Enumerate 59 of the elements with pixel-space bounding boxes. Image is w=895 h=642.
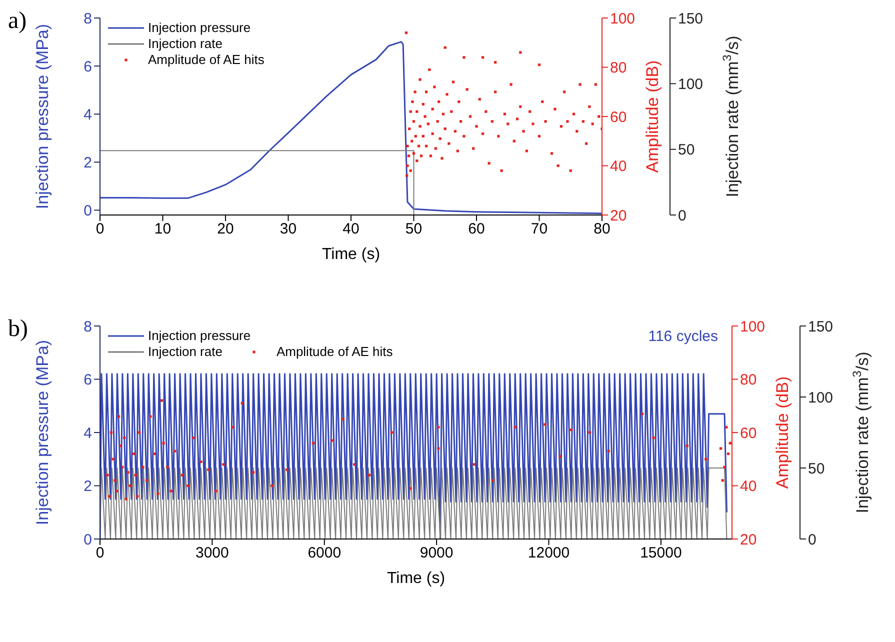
y3-tick-label: 50 bbox=[808, 460, 825, 478]
legend-label: Injection pressure bbox=[148, 20, 251, 36]
y3-tick-label: 150 bbox=[678, 10, 704, 28]
x-tick-label: 30 bbox=[280, 220, 297, 238]
x-tick-label: 15000 bbox=[640, 544, 682, 562]
y2-axis-title: Amplitude (dB) bbox=[643, 60, 662, 173]
x-tick-label: 3000 bbox=[196, 544, 229, 562]
x-tick-label: 9000 bbox=[420, 544, 454, 562]
y2-tick-label: 60 bbox=[740, 424, 757, 442]
text: b) bbox=[8, 316, 28, 343]
y-tick-label: 4 bbox=[84, 106, 92, 124]
y3-tick-label: 100 bbox=[678, 76, 704, 93]
y-tick-label: 4 bbox=[84, 424, 92, 442]
y3-tick-label: 150 bbox=[808, 318, 834, 336]
y2-tick-label: 20 bbox=[740, 531, 757, 548]
y2-tick-label: 80 bbox=[740, 372, 757, 389]
y-axis-title: Injection pressure (MPa) bbox=[33, 340, 52, 526]
x-tick-label: 10 bbox=[154, 220, 172, 238]
y-tick-label: 8 bbox=[84, 318, 92, 336]
legend-label: Injection rate bbox=[148, 344, 222, 360]
x-tick-label: 60 bbox=[468, 220, 485, 238]
legend-label: Injection pressure bbox=[148, 328, 251, 344]
line-series bbox=[100, 373, 728, 539]
y3-tick-label: 0 bbox=[808, 531, 816, 548]
x-tick-label: 12000 bbox=[528, 544, 570, 562]
y-axis-title: Injection pressure (MPa) bbox=[33, 24, 52, 210]
legend-label: Injection rate bbox=[148, 36, 222, 52]
y-tick-label: 0 bbox=[84, 202, 92, 220]
y3-tick-label: 50 bbox=[678, 142, 695, 159]
y-tick-label: 8 bbox=[84, 10, 92, 28]
y3-tick-label: 0 bbox=[678, 207, 686, 224]
y2-tick-label: 100 bbox=[740, 318, 766, 336]
y-tick-label: 6 bbox=[84, 58, 92, 76]
y2-tick-label: 40 bbox=[610, 158, 627, 176]
y-tick-label: 0 bbox=[84, 531, 92, 548]
x-tick-label: 80 bbox=[594, 220, 610, 238]
y2-tick-label: 40 bbox=[740, 478, 757, 496]
y-tick-label: 6 bbox=[84, 372, 92, 389]
x-tick-label: 40 bbox=[342, 220, 360, 238]
legend-label: Amplitude of AE hits bbox=[148, 52, 264, 68]
x-tick-label: 0 bbox=[96, 220, 104, 238]
annotation: 116 cycles bbox=[648, 328, 718, 345]
y3-tick-label: 100 bbox=[808, 389, 834, 406]
text: a) bbox=[8, 8, 27, 35]
y-tick-label: 2 bbox=[84, 154, 92, 172]
y-tick-label: 2 bbox=[84, 478, 92, 496]
y2-tick-label: 100 bbox=[610, 10, 636, 28]
legend-label: Amplitude of AE hits bbox=[276, 344, 393, 360]
x-tick-label: 0 bbox=[96, 544, 104, 562]
y2-tick-label: 60 bbox=[610, 108, 627, 126]
y2-tick-label: 80 bbox=[610, 60, 627, 77]
x-tick-label: 6000 bbox=[308, 544, 342, 562]
x-tick-label: 50 bbox=[405, 220, 422, 238]
x-tick-label: 20 bbox=[217, 220, 234, 238]
x-tick-label: 70 bbox=[530, 220, 548, 238]
y2-axis-title: Amplitude (dB) bbox=[773, 376, 792, 489]
x-axis-title: Time (s) bbox=[322, 246, 380, 263]
x-axis-title: Time (s) bbox=[386, 570, 446, 587]
y2-tick-label: 20 bbox=[610, 207, 627, 224]
